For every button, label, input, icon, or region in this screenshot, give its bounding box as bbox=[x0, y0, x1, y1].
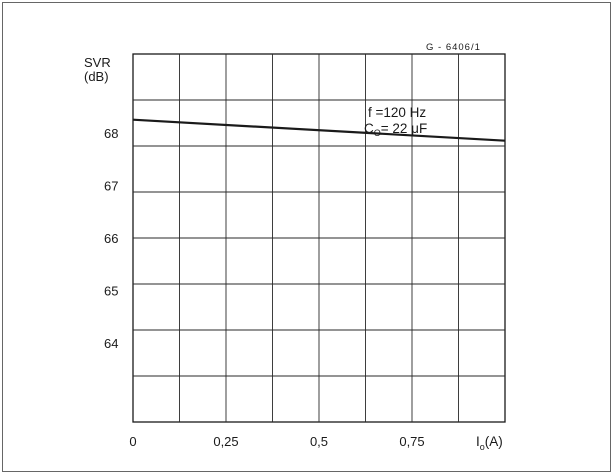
grid bbox=[133, 54, 505, 422]
x-axis-label-unit: (A) bbox=[485, 434, 503, 449]
annotation-frequency: f =120 Hz bbox=[368, 105, 426, 120]
x-tick-label: 0,5 bbox=[310, 434, 328, 449]
x-tick-label: 0,25 bbox=[213, 434, 238, 449]
y-axis-label-line2: (dB) bbox=[84, 69, 109, 84]
plot-area bbox=[132, 53, 506, 423]
x-axis-label-subscript: o bbox=[480, 442, 485, 452]
y-tick-label: 68 bbox=[104, 126, 118, 141]
y-tick-label: 66 bbox=[104, 231, 118, 246]
x-axis-label-symbol: I bbox=[476, 434, 480, 449]
y-axis-label-line1: SVR bbox=[84, 55, 111, 70]
diagram-code: G - 6406/1 bbox=[426, 42, 481, 53]
x-tick-label: 0,75 bbox=[399, 434, 424, 449]
y-tick-label: 67 bbox=[104, 178, 118, 193]
x-axis-label: Io(A) bbox=[476, 434, 503, 452]
annotation-capacitance-symbol: C bbox=[364, 121, 374, 136]
tick-labels: 68 67 66 65 64 0 0,25 0,5 0,75 bbox=[104, 126, 425, 449]
y-tick-label: 65 bbox=[104, 284, 118, 299]
svr-curve bbox=[132, 118, 506, 142]
annotation-capacitance: CO= 22 μF bbox=[364, 121, 427, 138]
x-tick-label: 0 bbox=[129, 434, 136, 449]
series-layer bbox=[132, 118, 506, 142]
annotation-capacitance-subscript: O bbox=[374, 128, 381, 138]
annotation-capacitance-value: = 22 μF bbox=[381, 121, 427, 136]
y-tick-label: 64 bbox=[104, 336, 118, 351]
